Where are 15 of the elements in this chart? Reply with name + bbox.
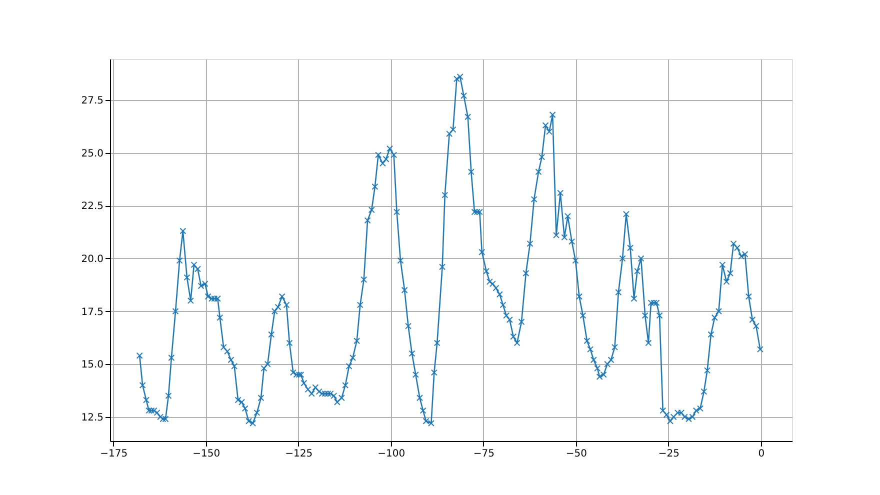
y-tick-label: 17.5 bbox=[81, 306, 104, 318]
x-tick-label: −100 bbox=[378, 448, 406, 460]
x-tick-label: −50 bbox=[566, 448, 587, 460]
y-tick-label: 25.0 bbox=[81, 148, 104, 160]
x-tick-label: 0 bbox=[758, 448, 765, 460]
x-tick-label: −150 bbox=[192, 448, 220, 460]
x-tick-label: −125 bbox=[285, 448, 313, 460]
y-tick-label: 12.5 bbox=[81, 412, 104, 424]
y-tick-label: 27.5 bbox=[81, 95, 104, 106]
y-tick-label: 22.5 bbox=[81, 201, 104, 212]
y-tick-label: 15.0 bbox=[81, 360, 104, 371]
y-tick-label: 20.0 bbox=[81, 254, 104, 265]
x-tick-label: −175 bbox=[100, 448, 128, 460]
x-tick-label: −25 bbox=[658, 448, 680, 460]
x-tick-label: −75 bbox=[473, 448, 494, 460]
